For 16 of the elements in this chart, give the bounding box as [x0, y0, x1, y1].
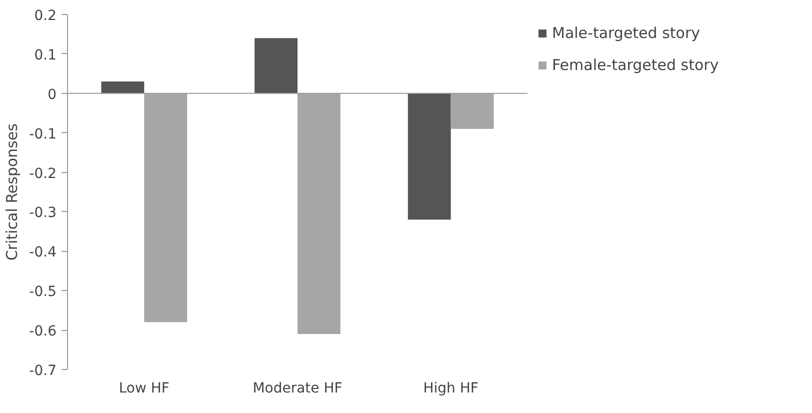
y-tick-label: 0.1	[34, 47, 56, 64]
y-tick-label: -0.1	[29, 126, 57, 142]
y-tick-label: -0.2	[29, 166, 57, 182]
y-tick-label: 0.2	[34, 8, 56, 24]
y-tick-label: -0.4	[29, 244, 57, 261]
y-tick-label: -0.6	[29, 324, 57, 340]
x-tick-label: Low HF	[118, 380, 170, 396]
legend-label: Female-targeted story	[552, 56, 719, 74]
y-tick-label: -0.7	[29, 363, 57, 379]
y-axis-title: Critical Responses	[3, 123, 22, 261]
x-tick-label: High HF	[423, 380, 478, 396]
y-tick-label: 0	[48, 86, 57, 103]
x-tick-label: Moderate HF	[252, 380, 342, 396]
y-tick-label: -0.3	[29, 205, 57, 222]
y-tick-label: -0.5	[29, 284, 57, 300]
legend-label: Male-targeted story	[552, 24, 700, 42]
